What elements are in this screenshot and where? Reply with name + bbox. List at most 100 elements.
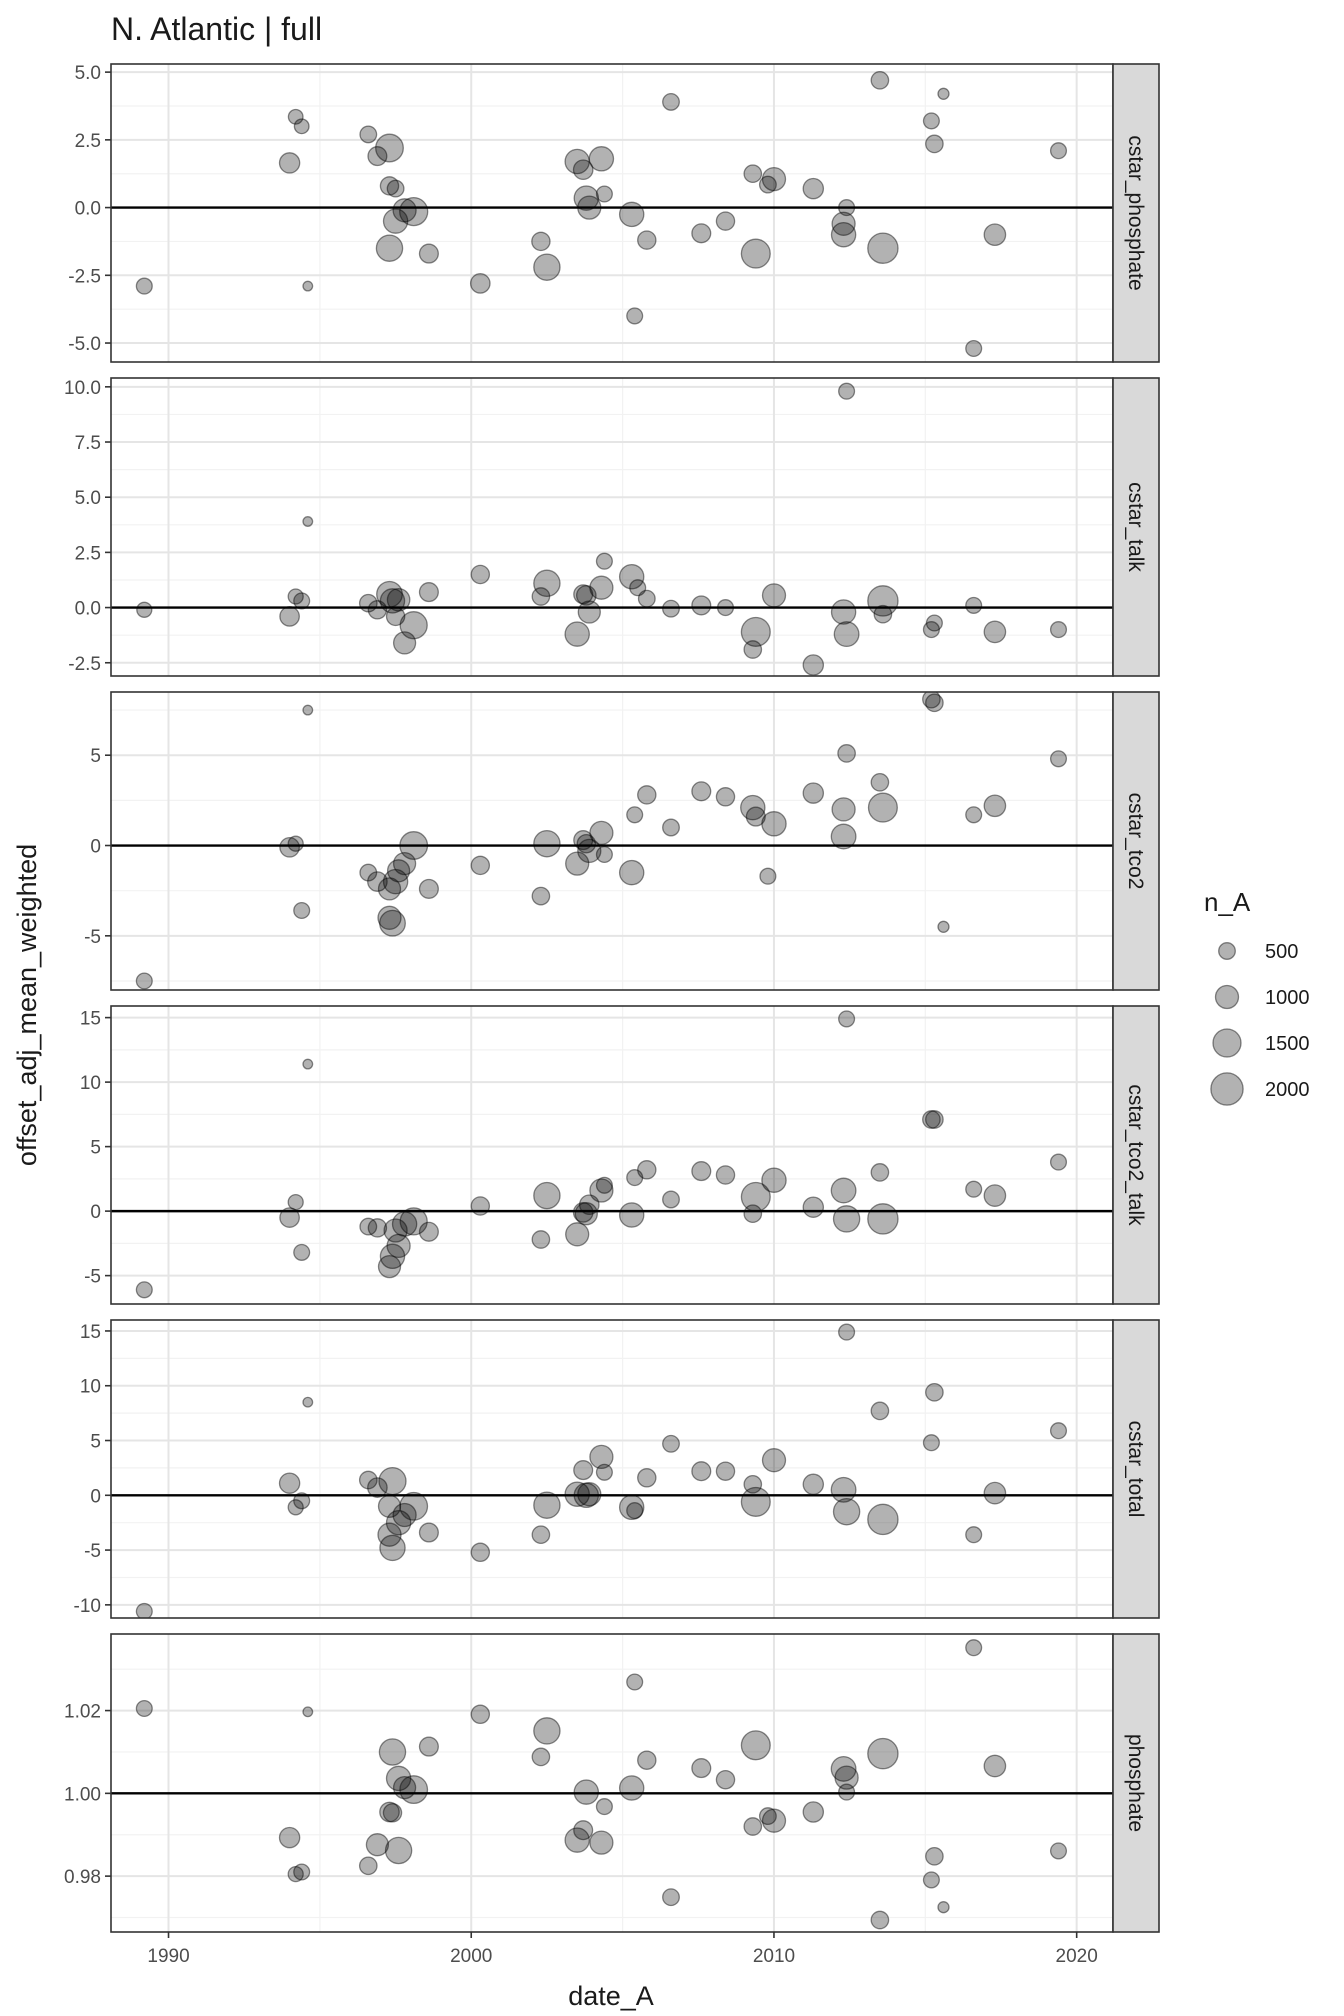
data-point xyxy=(386,587,411,612)
data-point xyxy=(595,1463,613,1481)
data-point xyxy=(832,1205,861,1233)
data-point xyxy=(691,595,712,616)
data-point xyxy=(588,146,615,172)
data-point xyxy=(937,1901,950,1914)
panel-cstar_tco2: -5 0 5 cstar_tco2 xyxy=(84,691,1160,991)
panel-phosphate: 0.98 1.00 1.02 phosphate xyxy=(64,1633,1160,1933)
data-point xyxy=(965,806,983,824)
data-point xyxy=(379,1801,400,1823)
data-point xyxy=(293,592,311,610)
data-point xyxy=(715,1165,736,1185)
facet-label: cstar_phosphate xyxy=(1124,135,1147,290)
data-point xyxy=(367,1477,388,1498)
data-point xyxy=(867,1503,899,1536)
points xyxy=(135,1639,1068,1930)
data-point xyxy=(925,1846,944,1866)
data-point xyxy=(740,1730,771,1761)
facet-strip xyxy=(1112,1319,1160,1619)
data-point xyxy=(637,230,657,250)
y-tick-label: 10 xyxy=(80,1377,101,1398)
data-point xyxy=(469,273,491,294)
y-tick-label: 15 xyxy=(80,1322,101,1343)
data-point xyxy=(279,1207,300,1228)
y-tick-label: 0.98 xyxy=(64,1867,101,1888)
data-point xyxy=(662,818,680,837)
data-point xyxy=(922,1110,941,1129)
data-point xyxy=(377,877,402,901)
panel-background xyxy=(111,64,1113,362)
data-point xyxy=(1049,1153,1068,1171)
data-point xyxy=(662,1434,680,1453)
data-point xyxy=(533,253,561,281)
data-point xyxy=(925,1110,944,1129)
data-point xyxy=(662,1888,680,1907)
data-point xyxy=(385,1509,412,1536)
data-point xyxy=(761,1808,787,1833)
data-point xyxy=(392,1502,417,1528)
panel-background xyxy=(111,378,1113,676)
data-point xyxy=(802,177,825,200)
data-point xyxy=(386,179,405,198)
data-point xyxy=(691,1461,712,1482)
data-point xyxy=(418,1221,439,1242)
data-point xyxy=(367,871,388,892)
data-point xyxy=(302,280,314,292)
data-point xyxy=(830,599,857,625)
data-point xyxy=(358,1470,378,1490)
data-point xyxy=(834,1765,859,1790)
data-point xyxy=(629,579,647,597)
data-point xyxy=(743,1204,763,1224)
data-point xyxy=(565,1222,590,1247)
data-point xyxy=(691,1161,712,1182)
data-point xyxy=(470,1196,491,1216)
data-point xyxy=(743,640,763,659)
data-point xyxy=(618,201,645,228)
data-point xyxy=(564,1827,590,1853)
data-point xyxy=(385,606,406,627)
data-point xyxy=(399,831,429,860)
y-tick-label: 7.5 xyxy=(75,433,101,454)
data-point xyxy=(573,1482,600,1509)
data-point xyxy=(838,199,856,217)
panel-cstar_total: -10 -5 0 5 10 15 cstar_total xyxy=(74,1319,1160,1619)
data-point xyxy=(572,1202,594,1223)
y-tick-label: -2.5 xyxy=(68,654,101,675)
data-point xyxy=(278,152,301,174)
data-point xyxy=(740,794,766,821)
data-point xyxy=(983,223,1007,247)
y-tick-label: 2.5 xyxy=(75,131,101,152)
data-point xyxy=(983,1184,1007,1207)
data-point xyxy=(135,972,153,990)
chart-title: N. Atlantic | full xyxy=(111,11,322,47)
data-point xyxy=(287,1865,304,1883)
data-point xyxy=(740,616,771,647)
data-point xyxy=(983,794,1007,818)
data-point xyxy=(383,1218,408,1243)
data-point xyxy=(359,1217,378,1236)
data-point xyxy=(531,587,551,606)
data-point xyxy=(922,1434,940,1452)
data-point xyxy=(135,277,153,295)
data-point xyxy=(377,1522,402,1547)
data-point xyxy=(577,1482,602,1507)
data-point xyxy=(691,1758,712,1779)
data-point xyxy=(802,1196,825,1218)
data-point xyxy=(870,70,890,90)
data-point xyxy=(531,886,551,906)
data-point xyxy=(531,1525,551,1545)
data-point xyxy=(377,905,402,930)
data-point xyxy=(279,606,300,627)
points xyxy=(136,382,1068,676)
legend-key xyxy=(1214,984,1240,1010)
data-point xyxy=(531,1230,551,1249)
data-point xyxy=(386,1233,411,1259)
data-point xyxy=(925,134,944,154)
data-point xyxy=(802,782,825,804)
data-point xyxy=(745,806,766,827)
data-point xyxy=(873,604,893,624)
data-point xyxy=(716,599,735,617)
data-point xyxy=(761,1448,787,1473)
data-point xyxy=(531,1747,551,1767)
data-point xyxy=(391,1211,418,1237)
data-point xyxy=(135,1281,153,1299)
